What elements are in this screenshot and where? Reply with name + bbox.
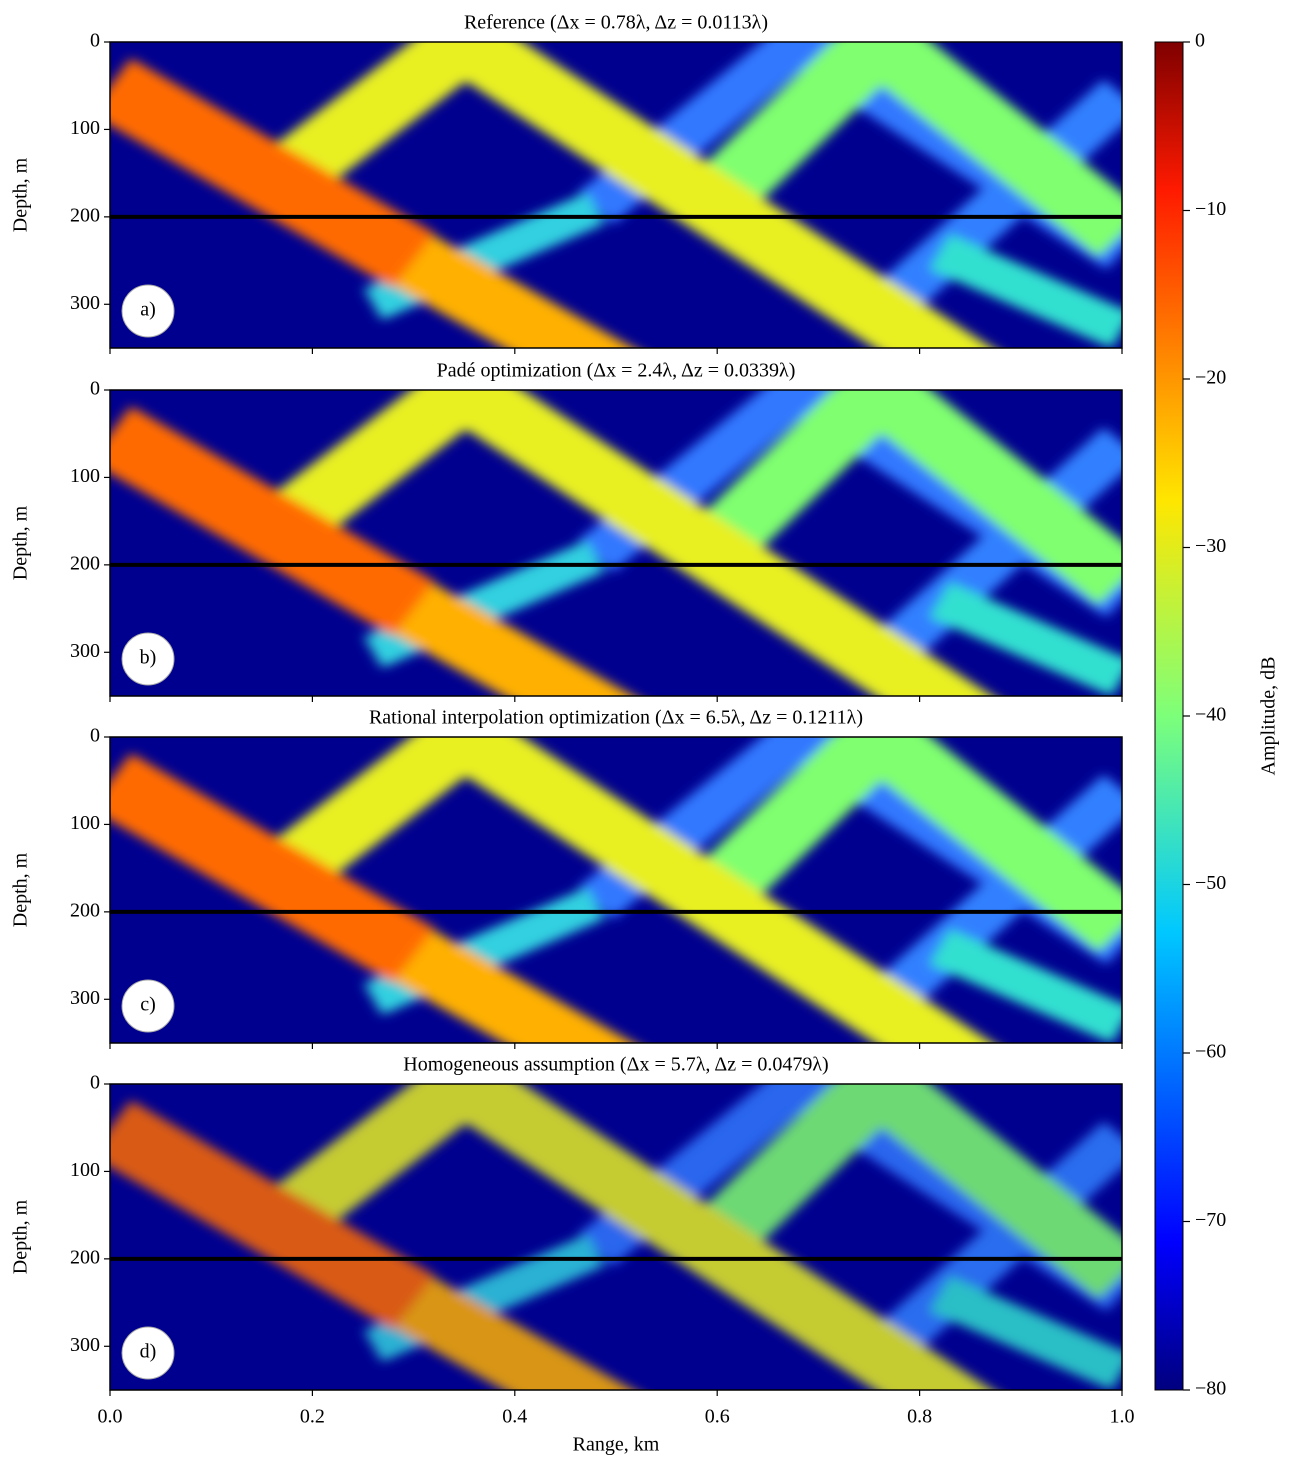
panel-title: Homogeneous assumption (Δx = 5.7λ, Δz = …	[403, 1054, 828, 1076]
colorbar-tick-label: −20	[1195, 367, 1226, 389]
y-tick-label: 0	[90, 30, 100, 52]
panel-title: Rational interpolation optimization (Δx …	[369, 707, 863, 729]
panel-label-badge	[121, 284, 175, 338]
colorbar-tick-label: −60	[1195, 1041, 1226, 1063]
colorbar-tick-label: −70	[1195, 1209, 1226, 1231]
axes-frame	[109, 389, 1123, 697]
y-tick-label: 300	[70, 640, 100, 662]
x-tick-label: 0.0	[98, 1406, 123, 1428]
colorbar-tick-label: −50	[1195, 872, 1226, 894]
panel-label: c)	[140, 994, 156, 1016]
panel-label: d)	[140, 1341, 157, 1363]
x-tick-label: 0.8	[907, 1406, 932, 1428]
y-tick-label: 200	[70, 899, 100, 921]
y-axis-label: Depth, m	[10, 505, 32, 580]
colorbar-label: Amplitude, dB	[1258, 657, 1280, 776]
y-tick-label: 200	[70, 552, 100, 574]
panel-label-badge	[121, 979, 175, 1033]
colorbar-tick-label: 0	[1195, 30, 1205, 52]
panel-title: Reference (Δx = 0.78λ, Δz = 0.0113λ)	[464, 12, 768, 34]
colorbar-tick-label: −40	[1195, 704, 1226, 726]
axes-frame	[109, 41, 1123, 349]
y-tick-label: 0	[90, 725, 100, 747]
y-tick-label: 100	[70, 1159, 100, 1181]
colorbar-tick-label: −30	[1195, 535, 1226, 557]
x-axis-label: Range, km	[573, 1434, 660, 1456]
axes-frame	[109, 736, 1123, 1044]
y-tick-label: 300	[70, 292, 100, 314]
y-tick-label: 100	[70, 465, 100, 487]
y-tick-label: 200	[70, 204, 100, 226]
axes-frame	[109, 1083, 1123, 1391]
colorbar	[1154, 41, 1184, 1391]
panel-label-badge	[121, 632, 175, 686]
panel-title: Padé optimization (Δx = 2.4λ, Δz = 0.033…	[437, 360, 796, 382]
x-tick-label: 1.0	[1110, 1406, 1135, 1428]
y-tick-label: 0	[90, 378, 100, 400]
y-tick-label: 100	[70, 117, 100, 139]
y-tick-label: 300	[70, 1334, 100, 1356]
y-tick-label: 200	[70, 1246, 100, 1268]
y-tick-label: 100	[70, 812, 100, 834]
y-axis-label: Depth, m	[10, 852, 32, 927]
panel-label: b)	[140, 647, 157, 669]
colorbar-tick-label: −80	[1195, 1378, 1226, 1400]
x-tick-label: 0.2	[300, 1406, 325, 1428]
y-axis-label: Depth, m	[10, 157, 32, 232]
x-tick-label: 0.6	[705, 1406, 730, 1428]
colorbar-tick-label: −10	[1195, 198, 1226, 220]
y-axis-label: Depth, m	[10, 1199, 32, 1274]
y-tick-label: 0	[90, 1072, 100, 1094]
x-tick-label: 0.4	[502, 1406, 527, 1428]
panel-label-badge	[121, 1326, 175, 1380]
y-tick-label: 300	[70, 987, 100, 1009]
panel-label: a)	[140, 299, 156, 321]
